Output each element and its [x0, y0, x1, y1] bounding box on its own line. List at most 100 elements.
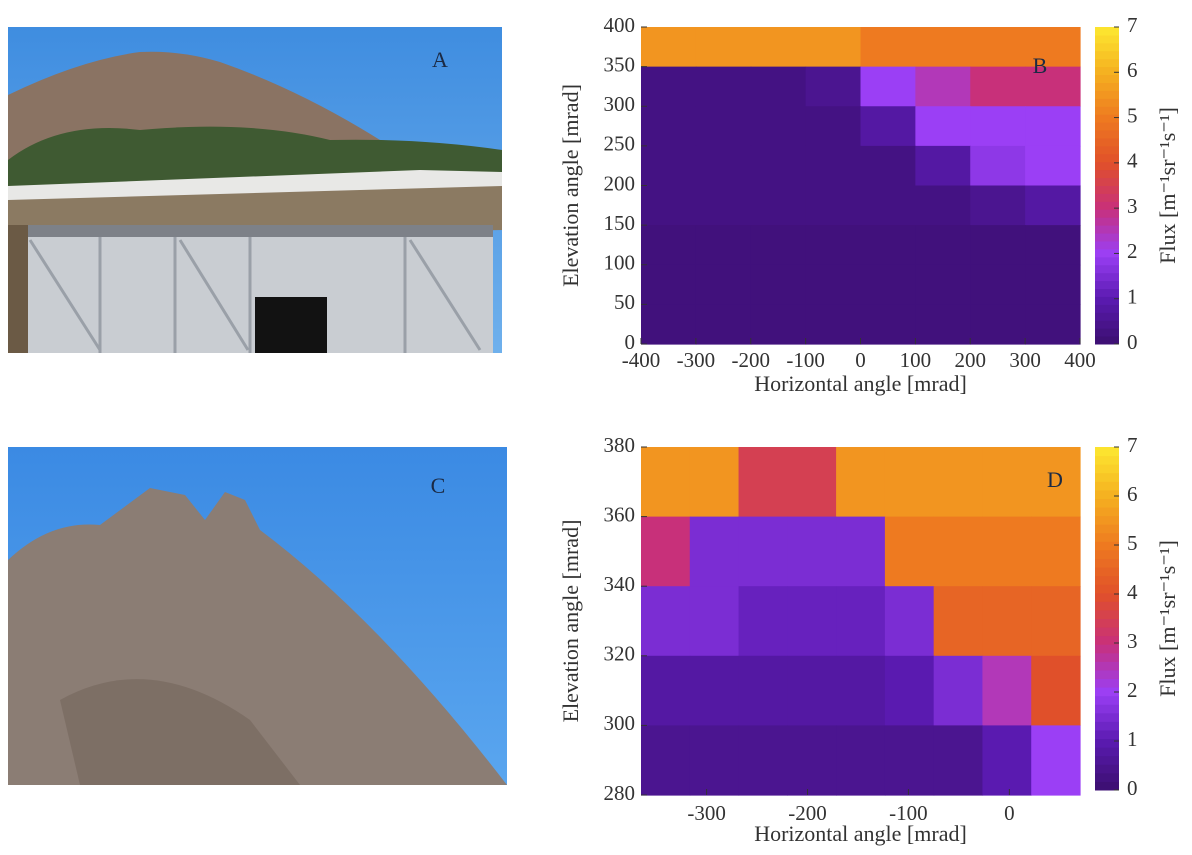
heat-cell	[750, 304, 807, 345]
colorbar-segment	[1095, 781, 1119, 791]
heat-cell	[836, 586, 886, 657]
colorbar-segment	[1095, 248, 1119, 258]
colorbar-segment	[1095, 644, 1119, 654]
colorbar-segment	[1095, 137, 1119, 147]
heat-cell	[787, 447, 837, 518]
heat-cell	[933, 447, 984, 518]
x-tick-label: 200	[955, 348, 987, 372]
colorbar-segment	[1095, 177, 1119, 186]
heat-cell	[738, 516, 788, 587]
colorbar-segment	[1095, 233, 1119, 242]
colorbar-segment	[1095, 264, 1119, 274]
x-tick-label: 0	[855, 348, 866, 372]
colorbar-segment	[1095, 601, 1119, 611]
x-tick-label: 300	[1009, 348, 1041, 372]
heat-cell	[1025, 304, 1081, 345]
heat-cell	[641, 145, 697, 187]
colorbar-segment	[1095, 669, 1119, 680]
colorbar-segment	[1095, 747, 1119, 757]
colorbar-segment	[1095, 721, 1119, 731]
colorbar-segment	[1095, 256, 1119, 266]
x-tick-label: -300	[687, 801, 726, 825]
colorbar-segment	[1095, 609, 1119, 619]
colorbar-segment	[1095, 755, 1119, 765]
heat-cell	[884, 725, 935, 796]
colorbar-segment	[1095, 201, 1119, 210]
heat-cell	[1031, 655, 1081, 726]
heat-cell	[884, 447, 935, 518]
y-tick-label: 350	[604, 52, 636, 76]
colorbar-tick-label: 4	[1127, 580, 1138, 604]
heat-cell	[933, 586, 984, 657]
x-tick-label: -200	[788, 801, 827, 825]
heat-cell	[1025, 145, 1081, 187]
heat-cell	[695, 304, 752, 345]
colorbar-tick-label: 3	[1127, 629, 1138, 653]
heat-cell	[787, 586, 837, 657]
colorbar-segment	[1095, 567, 1119, 577]
colorbar-segment	[1095, 729, 1119, 740]
heat-cell	[750, 66, 807, 107]
heat-cell	[970, 304, 1026, 345]
colorbar-segment	[1095, 549, 1119, 559]
colorbar-segment	[1095, 627, 1119, 637]
heat-cell	[836, 725, 886, 796]
heat-cell	[689, 447, 740, 518]
colorbar-segment	[1095, 27, 1119, 36]
colorbar-segment	[1095, 336, 1119, 345]
heat-cell	[738, 725, 788, 796]
colorbar-segment	[1095, 145, 1119, 155]
heat-cell	[933, 655, 984, 726]
colorbar-segment	[1095, 209, 1119, 218]
heat-cell	[750, 27, 807, 68]
heat-cell	[695, 66, 752, 107]
heat-cell	[805, 27, 862, 68]
colorbar-segment	[1095, 464, 1119, 474]
y-tick-label: 250	[604, 132, 636, 156]
heat-cell	[970, 66, 1026, 107]
heat-cell	[750, 185, 807, 226]
y-tick-label: 150	[604, 211, 636, 235]
colorbar-tick-label: 5	[1127, 531, 1138, 555]
heat-cell	[641, 655, 691, 726]
heat-cell	[738, 447, 788, 518]
colorbar-segment	[1095, 584, 1119, 594]
heat-cell	[860, 145, 916, 187]
heat-cell	[641, 264, 697, 305]
heat-cell	[915, 185, 971, 226]
colorbar-segment	[1095, 498, 1119, 508]
colorbar-segment	[1095, 106, 1119, 115]
heat-cell	[1031, 586, 1081, 657]
colorbar-segment	[1095, 169, 1119, 179]
colorbar-segment	[1095, 280, 1119, 290]
colorbar-segment	[1095, 240, 1119, 250]
colorbar-segment	[1095, 575, 1119, 585]
colorbar-segment	[1095, 130, 1119, 139]
heat-cell	[695, 264, 752, 305]
heat-cell	[738, 586, 788, 657]
heat-cell	[915, 106, 971, 147]
colorbar-segment	[1095, 635, 1119, 645]
heat-cell	[1031, 516, 1081, 587]
colorbar-segment	[1095, 98, 1119, 107]
heat-cell	[860, 185, 916, 226]
colorbar-segment	[1095, 704, 1119, 714]
colorbar-segment	[1095, 515, 1119, 525]
heat-cell	[787, 516, 837, 587]
heat-cell	[787, 725, 837, 796]
y-tick-label: 340	[604, 572, 636, 596]
colorbar-segment	[1095, 558, 1119, 568]
colorbar-label: Flux [m⁻¹sr⁻¹s⁻¹]	[1155, 540, 1180, 697]
photo-a	[8, 27, 502, 353]
colorbar-segment	[1095, 296, 1119, 305]
heat-cell	[970, 27, 1026, 68]
colorbar-segment	[1095, 288, 1119, 297]
colorbar-tick-label: 6	[1127, 58, 1138, 82]
colorbar-segment	[1095, 472, 1119, 482]
colorbar-segment	[1095, 320, 1119, 329]
heat-cell	[641, 106, 697, 147]
colorbar-segment	[1095, 524, 1119, 534]
colorbar-segment	[1095, 193, 1119, 202]
heat-cell	[695, 106, 752, 147]
x-axis-label: Horizontal angle [mrad]	[754, 371, 967, 396]
